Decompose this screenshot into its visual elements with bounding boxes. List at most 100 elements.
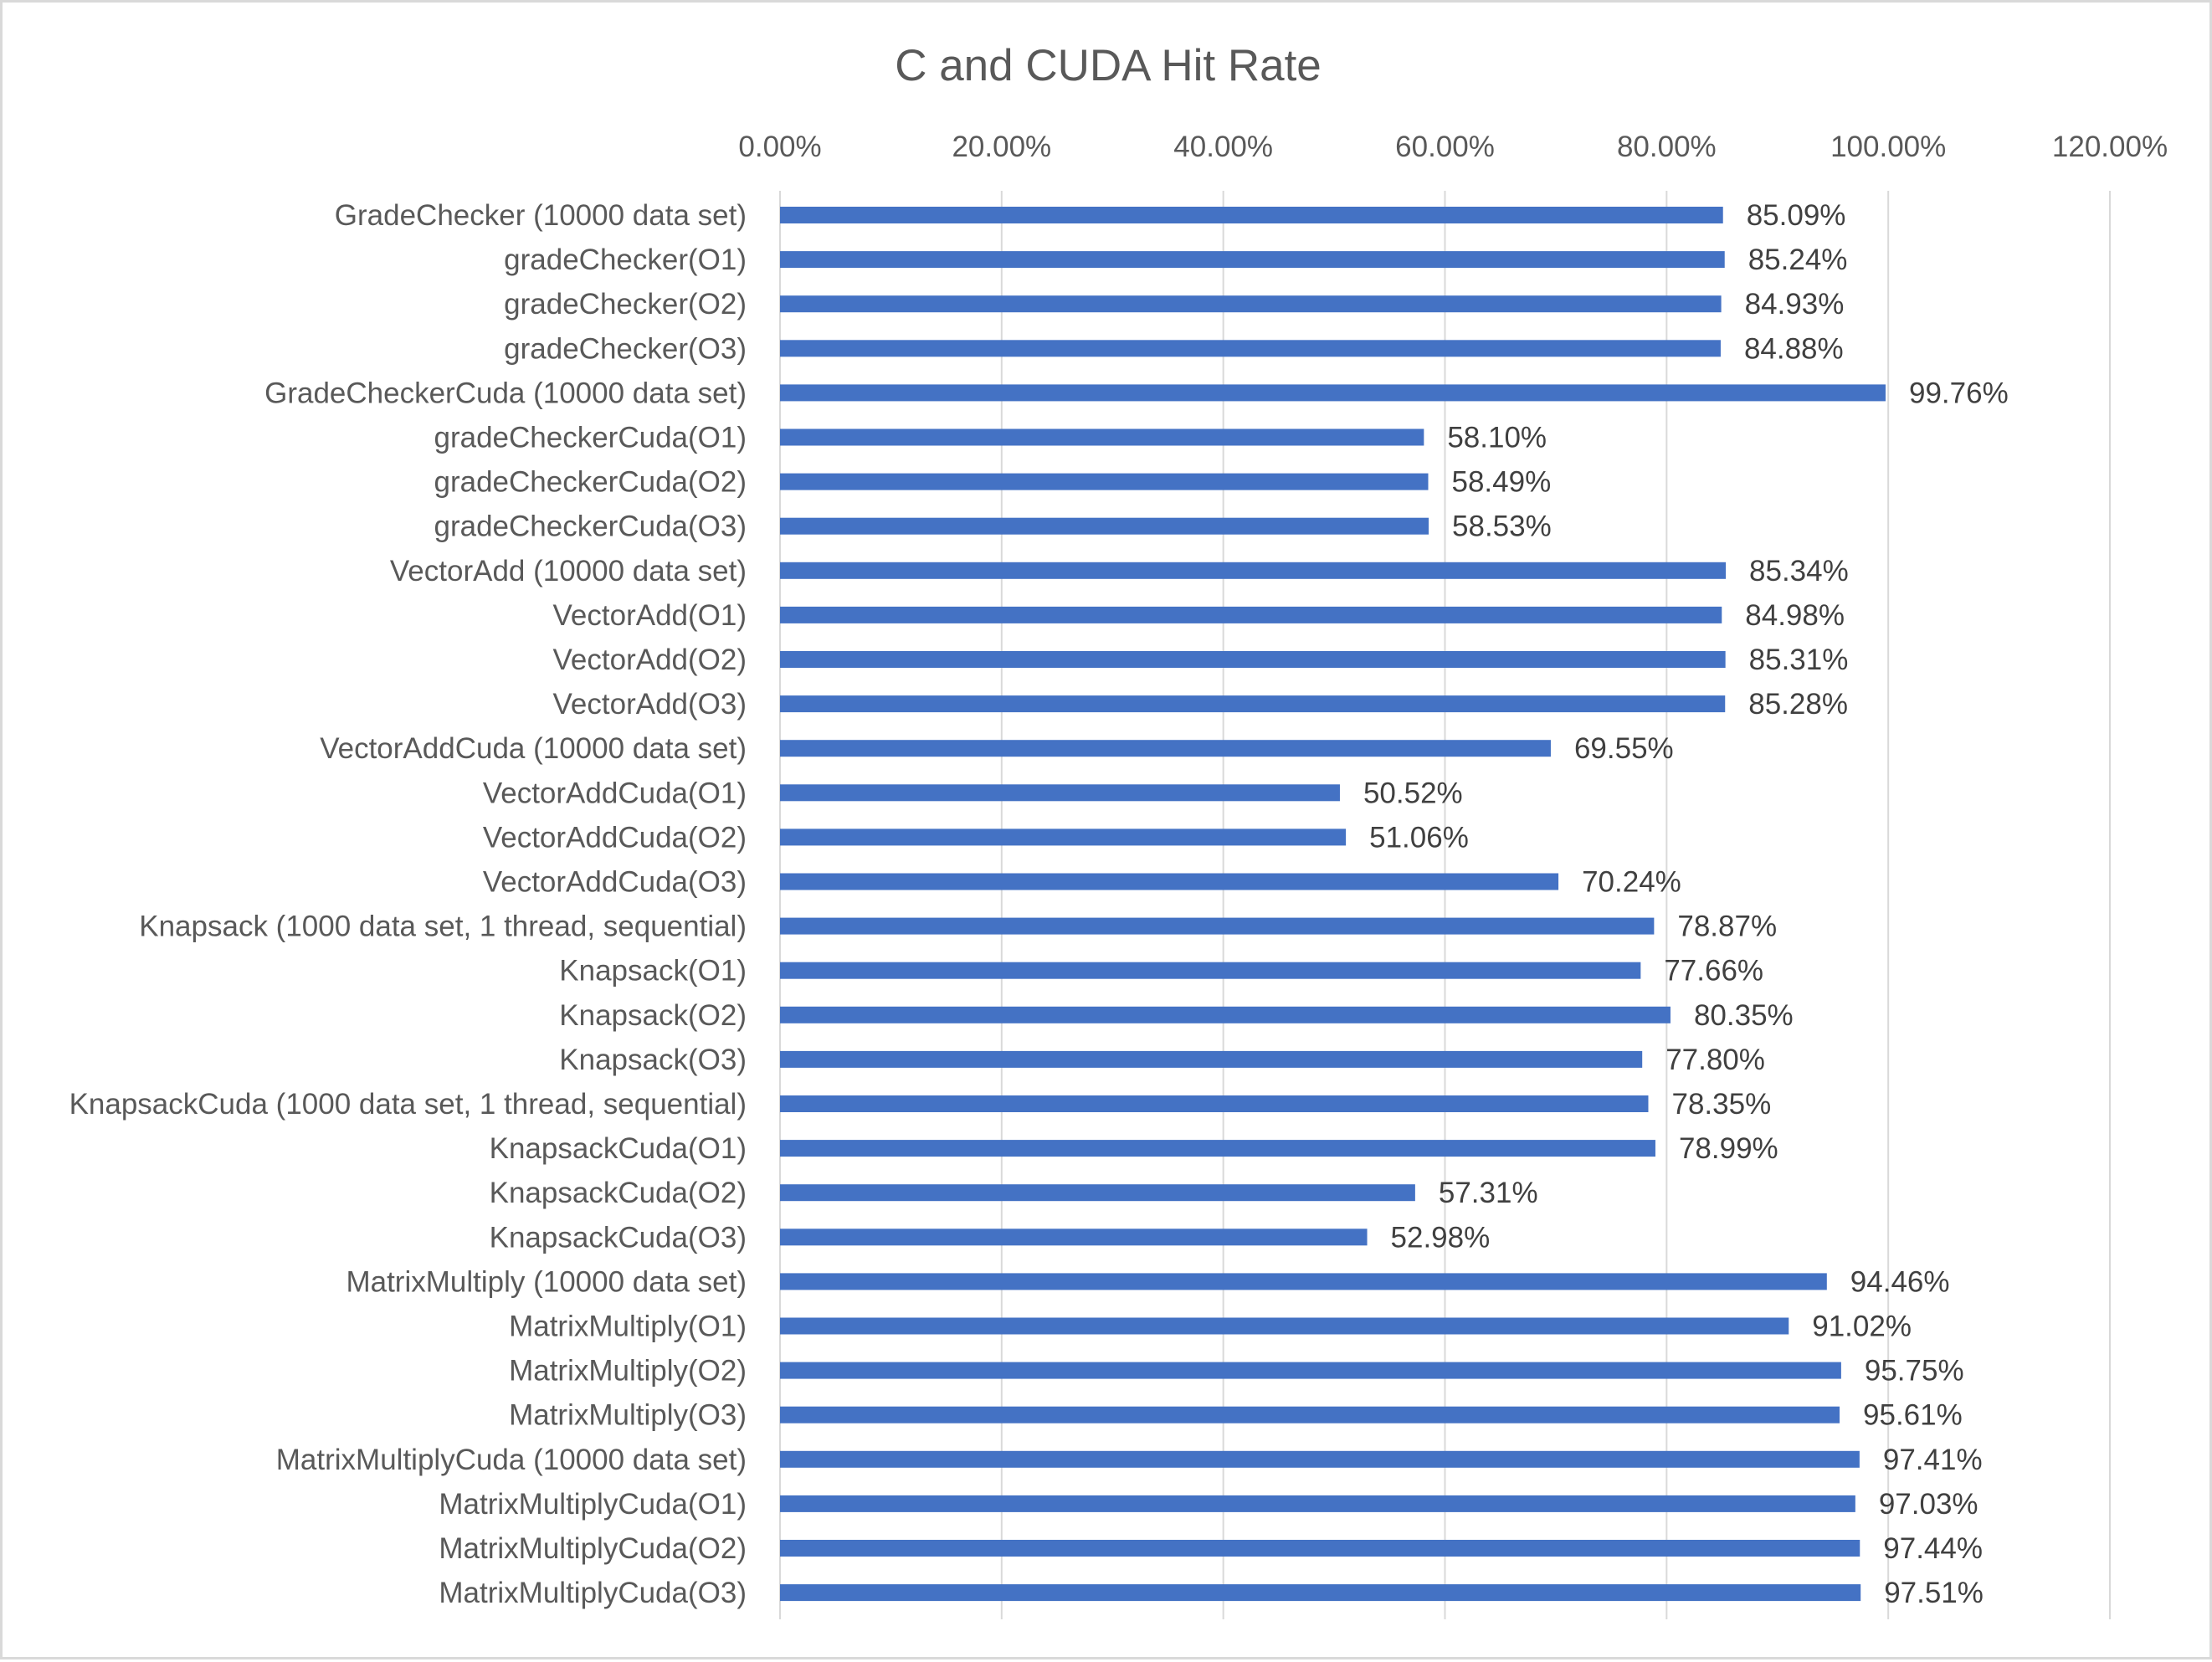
data-label: 85.24%: [1748, 244, 1848, 276]
data-label: 85.31%: [1749, 644, 1849, 676]
bar: [780, 251, 1725, 269]
bar: [780, 740, 1551, 757]
bar: [780, 517, 1429, 535]
x-tick-label: 100.00%: [1830, 131, 1946, 163]
category-label: VectorAddCuda(O2): [483, 821, 747, 854]
category-label: MatrixMultiplyCuda(O1): [439, 1488, 747, 1521]
data-labels: 85.09% 85.24% 84.93% 84.88% 99.76% 58.10% 58.4…: [1363, 199, 2009, 1609]
category-label: VectorAddCuda(O1): [483, 777, 747, 809]
category-label: gradeChecker(O2): [504, 288, 747, 321]
bar: [780, 606, 1722, 623]
x-tick-label: 120.00%: [2052, 131, 2168, 163]
data-label: 58.49%: [1452, 466, 1552, 499]
category-label: MatrixMultiply(O3): [509, 1399, 747, 1432]
category-label: MatrixMultiplyCuda(O3): [439, 1577, 747, 1609]
category-label: gradeChecker(O1): [504, 244, 747, 276]
bar: [780, 1273, 1827, 1290]
bar: [780, 473, 1429, 490]
category-label: KnapsackCuda(O3): [490, 1221, 747, 1254]
category-label: KnapsackCuda(O1): [490, 1132, 747, 1165]
bar: [780, 1140, 1655, 1157]
data-label: 51.06%: [1369, 821, 1469, 854]
x-tick-label: 80.00%: [1617, 131, 1717, 163]
category-label: gradeCheckerCuda(O2): [434, 466, 747, 499]
category-label: Knapsack(O2): [559, 999, 747, 1032]
data-label: 95.75%: [1865, 1355, 1964, 1388]
bar: [780, 828, 1347, 846]
data-label: 97.41%: [1883, 1444, 1983, 1476]
x-tick-label: 20.00%: [952, 131, 1051, 163]
bar: [780, 1450, 1860, 1468]
category-label: MatrixMultiplyCuda(O2): [439, 1532, 747, 1565]
bar: [780, 562, 1727, 579]
bar: [780, 962, 1641, 979]
data-label: 58.10%: [1447, 422, 1547, 454]
data-label: 97.44%: [1883, 1532, 1983, 1565]
bar: [780, 1006, 1671, 1023]
category-label: VectorAdd (10000 data set): [390, 555, 747, 587]
bar: [780, 384, 1886, 402]
data-label: 52.98%: [1391, 1221, 1491, 1254]
data-label: 85.09%: [1747, 199, 1846, 232]
data-label: 94.46%: [1850, 1265, 1950, 1298]
bar: [780, 295, 1722, 313]
bar: [780, 873, 1559, 890]
category-label: MatrixMultiply (10000 data set): [346, 1265, 747, 1298]
bar: [780, 1095, 1649, 1112]
data-label: 69.55%: [1574, 732, 1674, 765]
bar: [780, 1495, 1855, 1512]
category-label: VectorAdd(O1): [553, 599, 747, 632]
data-label: 80.35%: [1694, 999, 1794, 1032]
data-label: 97.03%: [1879, 1488, 1978, 1521]
data-label: 78.35%: [1671, 1088, 1771, 1121]
x-tick-label: 60.00%: [1395, 131, 1495, 163]
data-label: 78.99%: [1679, 1132, 1778, 1165]
x-tick-label: 0.00%: [738, 131, 821, 163]
category-label: gradeCheckerCuda(O3): [434, 510, 747, 543]
bar: [780, 1406, 1840, 1423]
data-label: 70.24%: [1582, 866, 1681, 899]
category-label: VectorAdd(O2): [553, 644, 747, 676]
category-label: Knapsack(O3): [559, 1044, 747, 1076]
category-label: gradeChecker(O3): [504, 332, 747, 365]
category-label: GradeCheckerCuda (10000 data set): [264, 377, 747, 409]
data-label: 85.28%: [1748, 688, 1848, 721]
category-label: VectorAddCuda (10000 data set): [320, 732, 747, 765]
data-label: 58.53%: [1452, 510, 1552, 543]
data-label: 50.52%: [1363, 777, 1463, 809]
data-label: 97.51%: [1884, 1577, 1984, 1609]
data-label: 85.34%: [1749, 555, 1849, 587]
category-label: KnapsackCuda(O2): [490, 1177, 747, 1209]
x-axis-ticks: 0.00% 20.00% 40.00% 60.00% 80.00% 100.00% 120.…: [738, 131, 2168, 163]
bar: [780, 207, 1723, 223]
bar: [780, 695, 1726, 713]
category-label: Knapsack (1000 data set, 1 thread, seque…: [139, 911, 747, 943]
data-label: 84.88%: [1744, 332, 1844, 365]
category-label: KnapsackCuda (1000 data set, 1 thread, s…: [69, 1088, 747, 1121]
bar-chart: C and CUDA Hit Rate 0.00% 20.00% 40.00% 60.…: [69, 41, 2168, 1619]
bar: [780, 1317, 1789, 1335]
bars: [780, 207, 1886, 1602]
bar: [780, 428, 1424, 446]
category-label: VectorAdd(O3): [553, 688, 747, 721]
bar: [780, 1362, 1841, 1379]
data-label: 77.66%: [1664, 955, 1763, 987]
data-label: 91.02%: [1812, 1311, 1912, 1343]
bar: [780, 340, 1721, 357]
bar: [780, 1050, 1643, 1068]
category-label: VectorAddCuda(O3): [483, 866, 747, 899]
bar: [780, 1229, 1368, 1246]
category-label: MatrixMultiplyCuda (10000 data set): [276, 1444, 747, 1476]
data-label: 84.93%: [1745, 288, 1845, 321]
category-labels: GradeChecker (10000 data set) gradeChecke…: [69, 199, 747, 1609]
data-label: 57.31%: [1439, 1177, 1538, 1209]
data-label: 78.87%: [1677, 911, 1777, 943]
bar: [780, 651, 1726, 668]
bar: [780, 1540, 1860, 1557]
bar: [780, 1184, 1415, 1202]
bar: [780, 784, 1340, 802]
data-label: 84.98%: [1745, 599, 1845, 632]
category-label: Knapsack(O1): [559, 955, 747, 987]
category-label: MatrixMultiply(O2): [509, 1355, 747, 1388]
